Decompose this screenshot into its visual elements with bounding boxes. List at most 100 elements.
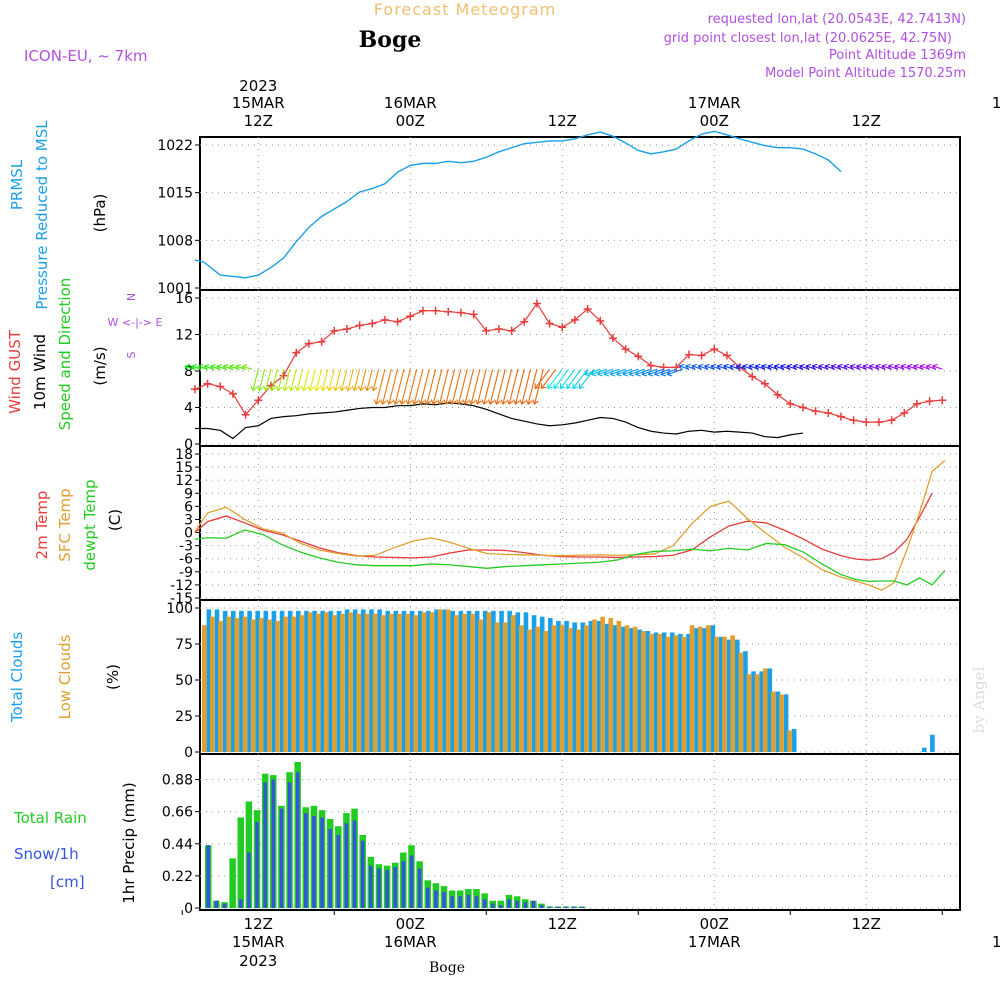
snow-bar — [239, 899, 243, 908]
gust-marker — [684, 350, 693, 359]
wind-arrow-head — [475, 399, 482, 405]
low-cloud-bar — [584, 625, 589, 752]
gust-marker — [317, 337, 326, 346]
low-cloud-bar — [364, 613, 370, 752]
y-tick-label: 0 — [184, 901, 193, 917]
wind-arrow-head — [697, 363, 704, 371]
low-cloud-bar — [640, 631, 646, 752]
total-cloud-bar — [247, 610, 252, 752]
total-cloud-bar — [751, 671, 756, 752]
wind-arrow-head — [216, 364, 222, 371]
total-cloud-bar — [320, 610, 326, 752]
wind-direction-arrow — [309, 369, 316, 391]
gust-marker — [722, 351, 731, 360]
snow-bar — [214, 900, 219, 908]
low-cloud-bar — [486, 612, 492, 752]
low-cloud-bar — [478, 619, 483, 752]
y-tick-label: 1015 — [157, 186, 193, 202]
wind-direction-arrow — [413, 369, 424, 405]
wind-direction-arrow — [426, 369, 437, 405]
snow-bar — [320, 817, 324, 908]
y-tick-label: 50 — [175, 673, 193, 689]
low-cloud-bar — [502, 622, 508, 752]
low-cloud-bar — [454, 615, 459, 752]
temp-2m-line — [194, 492, 933, 561]
snow-bar — [466, 894, 471, 908]
wind-direction-arrow — [496, 369, 506, 405]
top-date-label: 15MAR — [232, 94, 285, 112]
low-cloud-bar — [462, 613, 467, 752]
gust-marker — [710, 345, 719, 354]
wind-arrow-head — [798, 363, 805, 371]
total-cloud-bar — [604, 623, 610, 752]
gust-marker — [482, 326, 491, 335]
wind-arrow-head — [540, 383, 547, 390]
y-tick-label: -12 — [170, 578, 193, 594]
wind-arrow-head — [456, 399, 463, 405]
wind-arrow-head — [641, 370, 648, 377]
gust-marker — [532, 299, 541, 308]
total-cloud-bar — [637, 629, 643, 752]
wind-arrow-head — [634, 370, 641, 377]
low-cloud-bar — [258, 618, 264, 752]
wind-arrow-head — [386, 399, 394, 405]
wind-arrow-head — [805, 363, 812, 371]
wind-arrow-head — [760, 363, 767, 371]
wind-direction-arrow — [439, 369, 449, 405]
wind-arrow-head — [666, 370, 673, 377]
gust-marker — [380, 315, 389, 324]
panel-labels: PRMSL Pressure Reduced to MSL (hPa) Wind GU… — [6, 120, 162, 904]
wind-arrow-head — [288, 385, 296, 392]
wind-arrow-head — [881, 363, 888, 371]
wind-arrow-head — [862, 363, 869, 371]
wind-arrow-head — [190, 364, 197, 371]
total-cloud-bar — [312, 610, 317, 752]
total-cloud-bar — [255, 610, 260, 752]
wind-arrow-head — [553, 383, 560, 390]
total-cloud-bar — [491, 610, 496, 752]
total-cloud-bar — [474, 610, 480, 752]
wind-arrow-head — [609, 370, 616, 377]
gust-marker — [393, 317, 402, 326]
low-cloud-bar — [722, 636, 727, 752]
wind-direction-arrow — [290, 369, 297, 391]
gust-marker — [494, 325, 503, 334]
total-cloud-bar — [556, 620, 561, 752]
low-cloud-bar — [388, 613, 394, 752]
wind-arrow-head — [411, 399, 419, 405]
wind-arrow-head — [222, 364, 229, 371]
low-cloud-label: Low Clouds — [56, 634, 74, 719]
wind-direction-arrow — [360, 369, 367, 391]
wind-arrow-head — [855, 363, 862, 371]
total-cloud-bar — [653, 632, 659, 752]
y-tick-label: 0 — [184, 437, 193, 453]
gust-marker — [748, 372, 757, 381]
total-cloud-bar — [304, 610, 309, 752]
wind-arrow-head — [405, 399, 413, 405]
total-cloud-bar — [710, 625, 716, 752]
wind-arrow-head — [590, 370, 597, 377]
wind-arrow-head — [339, 385, 346, 392]
wind-direction-arrow — [420, 369, 430, 405]
snow-bar — [434, 890, 438, 908]
low-cloud-bar — [746, 674, 752, 752]
low-cloud-bar — [372, 613, 378, 752]
wind-direction-arrow — [527, 369, 538, 405]
low-cloud-bar — [535, 626, 540, 752]
low-cloud-bar — [730, 635, 735, 752]
wind-arrow-head — [301, 385, 308, 392]
wind-direction-arrow — [407, 369, 418, 405]
panels: 10011008101510220481216-15-12-9-6-303691… — [157, 130, 961, 917]
top-date-label: 17MAR — [688, 94, 741, 112]
panel-precip: 0 0.22 0.44 0.66 0.88 — [162, 753, 961, 917]
wind-arrow-head — [380, 399, 387, 405]
gust-marker — [887, 416, 896, 425]
wind-arrow-head — [912, 363, 919, 371]
total-cloud-label: Total Clouds — [8, 632, 26, 724]
top-hour-label: 00Z — [700, 112, 729, 130]
snow-bar — [304, 813, 308, 908]
wind-direction-arrow — [366, 369, 373, 391]
wind-arrow-head — [547, 383, 553, 390]
wind-arrow-head — [424, 399, 432, 405]
low-cloud-bar — [567, 628, 573, 752]
